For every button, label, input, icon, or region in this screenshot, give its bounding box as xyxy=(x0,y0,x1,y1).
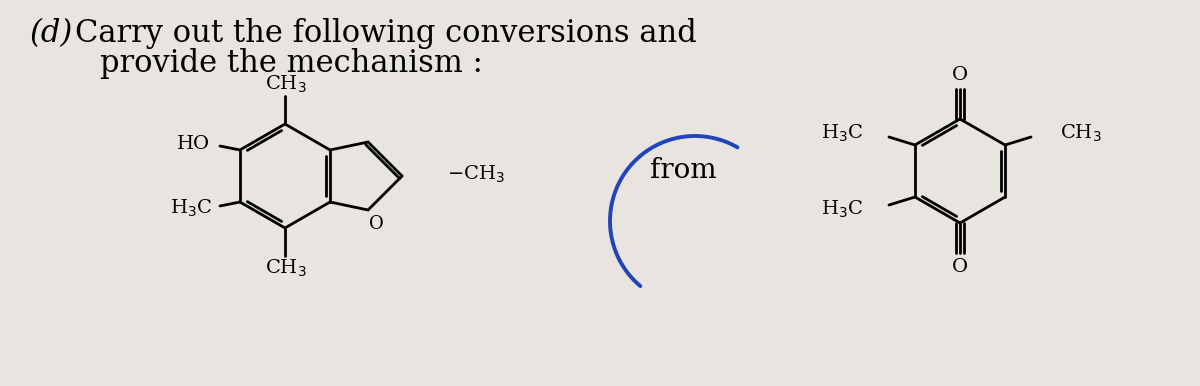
Text: provide the mechanism :: provide the mechanism : xyxy=(100,48,482,79)
Text: $-$CH$_3$: $-$CH$_3$ xyxy=(448,163,505,185)
Text: Carry out the following conversions and: Carry out the following conversions and xyxy=(74,18,697,49)
Text: HO: HO xyxy=(176,135,210,153)
Text: (d): (d) xyxy=(30,18,73,49)
Text: O: O xyxy=(368,215,384,233)
Text: CH$_3$: CH$_3$ xyxy=(265,257,307,279)
Text: H$_3$C: H$_3$C xyxy=(821,122,863,144)
Text: H$_3$C: H$_3$C xyxy=(169,197,212,218)
Text: CH$_3$: CH$_3$ xyxy=(1060,122,1102,144)
Text: O: O xyxy=(952,258,968,276)
Text: H$_3$C: H$_3$C xyxy=(821,198,863,220)
Text: O: O xyxy=(952,66,968,84)
Text: CH$_3$: CH$_3$ xyxy=(265,73,307,95)
Text: from: from xyxy=(650,157,716,185)
